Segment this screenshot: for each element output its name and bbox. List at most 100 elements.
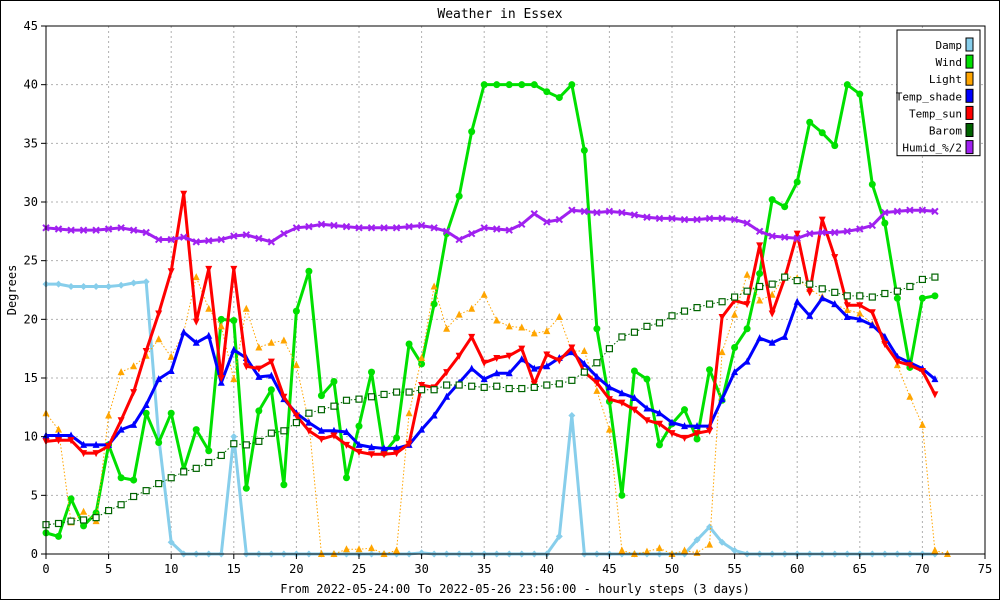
data-point-barom (580, 368, 588, 376)
data-point-barom (255, 437, 263, 445)
data-point-wind (580, 146, 588, 154)
data-point-barom (806, 280, 814, 288)
data-point-barom (843, 292, 851, 300)
data-point-barom (931, 273, 939, 281)
data-point-temp-sun (655, 420, 663, 428)
data-point-barom (342, 396, 351, 404)
data-point-damp (568, 412, 576, 420)
data-point-temp-shade (655, 409, 663, 417)
data-point-temp-sun (756, 242, 764, 250)
grid-layer (46, 26, 985, 554)
x-tick-label: 25 (352, 562, 366, 576)
data-point-wind (681, 406, 689, 414)
data-point-wind (167, 409, 175, 417)
data-point-humid-2 (142, 228, 150, 237)
data-point-wind (117, 474, 125, 482)
data-point-damp (555, 532, 563, 540)
data-point-wind (593, 325, 601, 333)
data-point-barom (92, 514, 100, 522)
data-point-light (468, 304, 476, 312)
data-point-wind (793, 178, 801, 186)
legend-label: Wind (936, 56, 963, 69)
data-point-humid-2 (205, 237, 213, 245)
data-point-humid-2 (643, 213, 651, 221)
data-point-wind (706, 366, 714, 374)
data-point-temp-shade (768, 338, 776, 346)
data-point-humid-2 (780, 233, 789, 241)
data-point-light (80, 507, 88, 515)
data-point-wind (881, 219, 889, 227)
data-point-humid-2 (743, 219, 751, 227)
data-point-temp-shade (931, 375, 939, 383)
data-point-temp-shade (180, 328, 188, 336)
data-point-light (843, 305, 851, 313)
data-point-wind (393, 434, 401, 442)
y-tick-label: 10 (24, 430, 38, 444)
data-point-humid-2 (342, 222, 351, 231)
data-point-light (443, 324, 451, 332)
data-point-wind (255, 407, 263, 415)
data-point-barom (668, 312, 676, 320)
data-point-barom (680, 307, 689, 315)
legend-swatch (965, 54, 974, 69)
data-point-barom (756, 282, 764, 291)
data-point-humid-2 (92, 226, 100, 234)
data-point-temp-shade (67, 431, 75, 439)
data-point-barom (718, 298, 726, 306)
data-point-light (593, 386, 601, 394)
x-tick-label: 0 (42, 562, 49, 576)
data-point-humid-2 (818, 228, 826, 237)
data-point-damp (117, 281, 125, 289)
legend-label: Temp_sun (909, 107, 962, 120)
data-point-humid-2 (317, 220, 326, 229)
data-point-wind (568, 81, 576, 89)
data-point-humid-2 (893, 207, 902, 216)
data-point-wind (205, 447, 213, 455)
data-point-light (230, 375, 238, 383)
data-point-light (242, 304, 250, 312)
y-tick-label: 15 (24, 371, 38, 385)
data-point-temp-shade (142, 400, 150, 408)
data-point-humid-2 (355, 224, 363, 232)
data-point-light (393, 546, 401, 554)
x-tick-label: 40 (540, 562, 554, 576)
data-point-light (130, 362, 138, 370)
data-point-temp-shade (618, 389, 626, 397)
data-point-wind (493, 81, 501, 89)
data-point-temp-sun (443, 369, 451, 377)
data-point-wind (618, 491, 626, 499)
data-point-humid-2 (755, 227, 764, 236)
data-point-light (643, 547, 651, 555)
data-point-light (368, 544, 376, 552)
data-point-light (355, 545, 363, 553)
data-point-temp-sun (681, 434, 689, 442)
data-point-temp-shade (781, 332, 789, 340)
legend-label: Damp (936, 39, 963, 52)
data-point-wind (330, 378, 338, 386)
data-point-barom (405, 388, 413, 396)
data-point-temp-sun (718, 313, 726, 321)
data-point-temp-sun (768, 310, 776, 318)
data-point-barom (205, 458, 213, 467)
y-tick-label: 35 (24, 136, 38, 150)
data-point-wind (893, 294, 901, 302)
data-point-temp-sun (80, 450, 88, 458)
x-tick-label: 60 (790, 562, 804, 576)
x-tick-label: 30 (414, 562, 428, 576)
data-point-temp-shade (718, 395, 726, 403)
data-point-light (280, 336, 288, 344)
data-point-temp-shade (342, 427, 350, 435)
data-point-humid-2 (906, 206, 914, 214)
data-point-wind (818, 129, 826, 137)
data-point-temp-sun (368, 451, 376, 459)
data-point-temp-shade (130, 420, 138, 428)
data-point-temp-shade (55, 431, 63, 439)
data-point-temp-shade (668, 418, 676, 426)
data-point-temp-sun (706, 427, 714, 435)
data-point-wind (555, 94, 563, 102)
data-point-barom (655, 319, 664, 327)
data-point-wind (292, 307, 300, 315)
data-point-barom (230, 440, 238, 448)
